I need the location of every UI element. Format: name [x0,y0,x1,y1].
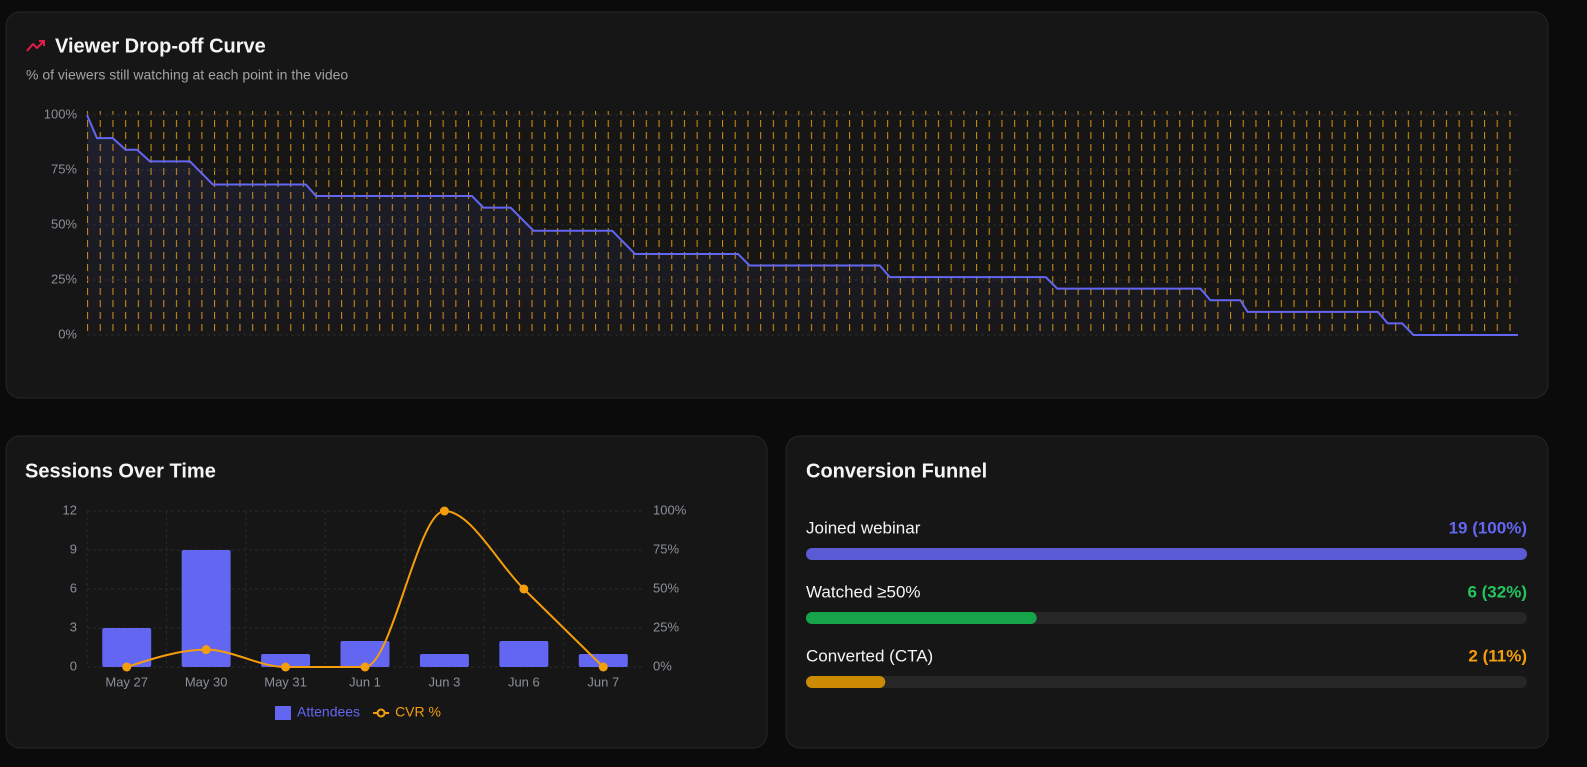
stage-value: 6 (32%) [1467,582,1527,601]
legend-label: CVR % [395,704,441,720]
y-tick-label: 6 [70,580,77,595]
stage-bar [806,612,1037,624]
y2-tick-label: 100% [653,502,687,517]
cvr-point [360,662,370,672]
x-tick-label: Jun 7 [587,674,619,689]
trend-icon-arrow [39,40,45,46]
trend-icon [26,40,45,52]
stage-name: Joined webinar [806,518,921,537]
y-tick-label: 12 [63,502,77,517]
stage-bar [806,676,886,688]
y-tick-label: 3 [70,619,77,634]
x-tick-label: May 31 [264,674,307,689]
bar [419,654,469,667]
funnel-card [785,435,1549,749]
stage-name: Watched ≥50% [806,582,921,601]
x-tick-label: Jun 3 [429,674,461,689]
stage-bar [806,548,1527,560]
y-tick-label: 25% [51,271,77,286]
sessions-card [5,435,768,749]
y-tick-label: 9 [70,541,77,556]
y2-tick-label: 25% [653,619,679,634]
x-tick-label: May 27 [105,674,148,689]
legend-swatch [275,706,291,720]
bar [578,654,628,667]
chart-title: Sessions Over Time [25,460,216,482]
y-tick-label: 75% [51,161,77,176]
y-tick-label: 0 [70,658,77,673]
legend-label: Attendees [297,704,360,720]
chart-subtitle: % of viewers still watching at each poin… [26,67,348,83]
cvr-point [122,662,132,672]
cvr-point [281,662,291,672]
cvr-point [598,662,608,672]
y-tick-label: 0% [58,326,77,341]
stage-track [806,676,1527,688]
y2-tick-label: 75% [653,541,679,556]
x-tick-label: May 30 [185,674,228,689]
stage-value: 19 (100%) [1449,518,1527,537]
y2-tick-label: 0% [653,658,672,673]
line [86,114,1518,336]
bar [181,550,231,667]
stage-name: Converted (CTA) [806,646,933,665]
bar [499,641,549,667]
area [87,115,1518,335]
bar [102,628,152,667]
cvr-point [201,645,211,655]
cvr-point [439,506,449,516]
cvr-point [519,584,529,594]
bar [340,641,390,667]
chart-title: Viewer Drop-off Curve [55,35,266,57]
chart-title: Conversion Funnel [806,460,987,482]
stage-value: 2 (11%) [1468,646,1527,665]
legend-swatch-dot [376,708,386,718]
y-tick-label: 100% [44,106,78,121]
y2-tick-label: 50% [653,580,679,595]
x-tick-label: Jun 1 [349,674,381,689]
y-tick-label: 50% [51,216,77,231]
x-tick-label: Jun 6 [508,674,540,689]
bar [261,654,311,667]
